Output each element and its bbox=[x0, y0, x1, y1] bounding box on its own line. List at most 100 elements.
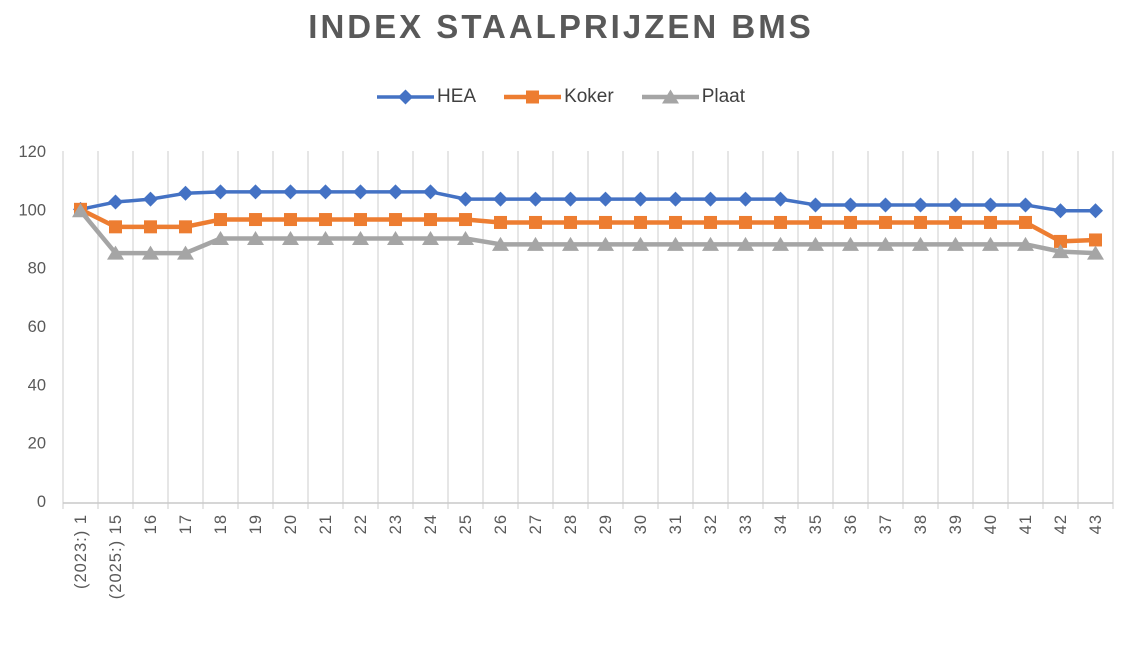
diamond-marker bbox=[983, 197, 998, 213]
triangle-marker bbox=[1052, 244, 1069, 259]
triangle-marker bbox=[562, 236, 579, 251]
diamond-marker bbox=[388, 184, 403, 200]
x-tick-label: 22 bbox=[352, 514, 370, 534]
square-marker bbox=[249, 213, 262, 227]
x-tick-label: 24 bbox=[422, 514, 440, 534]
square-marker bbox=[564, 215, 577, 229]
x-tick-label: 29 bbox=[597, 514, 615, 534]
triangle-marker bbox=[842, 236, 859, 251]
gridlines bbox=[62, 151, 1114, 509]
triangle-marker bbox=[212, 231, 229, 245]
series-hea bbox=[73, 184, 1103, 219]
x-tick-label: 17 bbox=[177, 514, 195, 534]
square-marker bbox=[774, 215, 787, 229]
triangle-marker bbox=[877, 236, 894, 251]
legend-item-plaat[interactable]: Plaat bbox=[641, 86, 745, 108]
square-marker bbox=[914, 215, 927, 229]
legend: HEA Koker Plaat bbox=[0, 86, 1122, 108]
triangle-marker bbox=[142, 245, 159, 260]
diamond-marker bbox=[248, 184, 263, 200]
square-marker bbox=[179, 220, 192, 234]
diamond-marker bbox=[808, 197, 823, 213]
square-marker bbox=[1054, 234, 1067, 248]
x-tick-label: 34 bbox=[772, 514, 790, 534]
square-marker bbox=[879, 215, 892, 229]
diamond-marker bbox=[1053, 203, 1068, 219]
triangle-marker bbox=[317, 231, 334, 245]
triangle-marker bbox=[422, 231, 439, 245]
x-tick-label: 21 bbox=[317, 514, 335, 534]
chart-title: INDEX STAALPRIJZEN BMS bbox=[308, 8, 814, 45]
x-tick-label: 25 bbox=[457, 514, 475, 534]
square-marker bbox=[424, 213, 437, 227]
legend-label-koker: Koker bbox=[564, 86, 614, 107]
legend-item-hea[interactable]: HEA bbox=[376, 86, 477, 108]
square-marker bbox=[526, 90, 540, 104]
x-tick-label: 23 bbox=[387, 514, 405, 534]
diamond-marker bbox=[423, 184, 438, 200]
triangle-marker bbox=[1017, 236, 1034, 251]
triangle-marker bbox=[982, 236, 999, 251]
square-marker bbox=[844, 215, 857, 229]
square-marker bbox=[949, 215, 962, 229]
x-tick-label: 30 bbox=[632, 514, 650, 534]
legend-label-hea: HEA bbox=[436, 86, 477, 107]
series-plaat bbox=[72, 203, 1104, 260]
square-marker bbox=[1089, 233, 1102, 247]
square-marker bbox=[669, 215, 682, 229]
diamond-marker bbox=[528, 191, 543, 207]
triangle-marker bbox=[527, 236, 544, 251]
triangle-marker bbox=[947, 236, 964, 251]
triangle-marker bbox=[282, 231, 299, 245]
square-marker bbox=[459, 213, 472, 227]
y-tick-label: 100 bbox=[18, 201, 46, 219]
diamond-marker bbox=[703, 191, 718, 207]
x-tick-label: 28 bbox=[562, 514, 580, 534]
x-tick-label: 39 bbox=[947, 514, 965, 534]
diamond-marker bbox=[318, 184, 333, 200]
series-koker bbox=[74, 202, 1102, 248]
diamond-marker bbox=[1018, 197, 1033, 213]
diamond-marker bbox=[948, 197, 963, 213]
x-tick-label: 40 bbox=[982, 514, 1000, 534]
square-marker bbox=[529, 215, 542, 229]
diamond-marker bbox=[633, 191, 648, 207]
diamond-marker bbox=[913, 197, 928, 213]
x-tick-label: 18 bbox=[212, 514, 230, 534]
diamond-marker bbox=[1088, 203, 1103, 219]
legend-item-koker[interactable]: Koker bbox=[504, 86, 614, 108]
triangle-marker bbox=[702, 236, 719, 251]
square-marker bbox=[809, 215, 822, 229]
triangle-marker bbox=[632, 236, 649, 251]
diamond-marker bbox=[108, 194, 123, 210]
triangle-marker bbox=[737, 236, 754, 251]
triangle-marker bbox=[247, 231, 264, 245]
x-tick-label: 26 bbox=[492, 514, 510, 534]
square-marker bbox=[599, 215, 612, 229]
triangle-marker bbox=[807, 236, 824, 251]
triangle-marker bbox=[107, 245, 124, 260]
x-tick-label: (2023:) 1 bbox=[72, 514, 90, 589]
square-marker bbox=[1019, 215, 1032, 229]
diamond-marker bbox=[397, 89, 413, 105]
diamond-marker bbox=[458, 191, 473, 207]
y-tick-label: 40 bbox=[28, 376, 46, 394]
x-tick-label: (2025:) 15 bbox=[107, 514, 125, 599]
triangle-marker bbox=[457, 231, 474, 245]
hea-line-diamond-icon bbox=[376, 89, 434, 105]
triangle-marker bbox=[352, 231, 369, 245]
diamond-marker bbox=[493, 191, 508, 207]
y-tick-label: 0 bbox=[37, 493, 46, 511]
plaat-line-triangle-icon bbox=[641, 89, 699, 104]
koker-line-square-icon bbox=[504, 90, 562, 104]
x-tick-label: 41 bbox=[1017, 514, 1035, 534]
x-tick-label: 37 bbox=[877, 514, 895, 534]
x-tick-label: 32 bbox=[702, 514, 720, 534]
diamond-marker bbox=[738, 191, 753, 207]
diamond-marker bbox=[213, 184, 228, 200]
x-tick-label: 35 bbox=[807, 514, 825, 534]
x-tick-label: 36 bbox=[842, 514, 860, 534]
x-tick-label: 31 bbox=[667, 514, 685, 534]
diamond-marker bbox=[878, 197, 893, 213]
